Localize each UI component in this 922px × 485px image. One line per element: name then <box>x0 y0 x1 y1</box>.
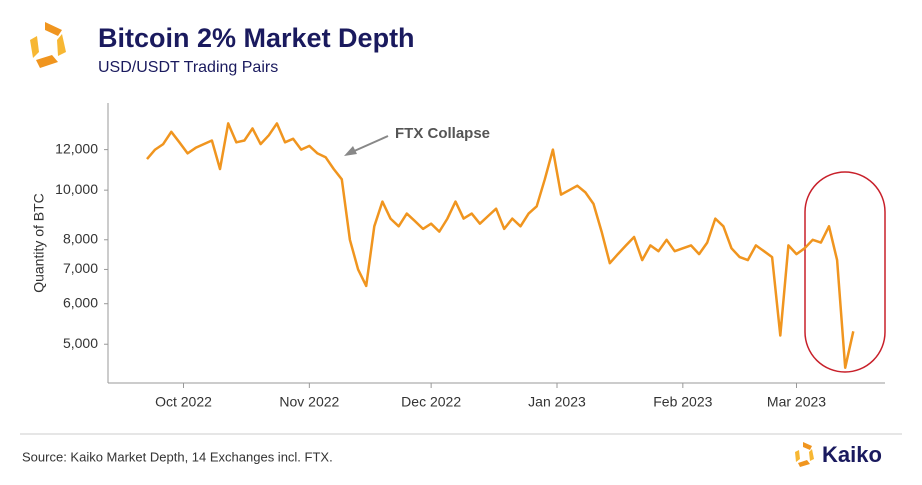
x-tick-label: Feb 2023 <box>653 394 712 410</box>
source: Source: Kaiko Market Depth, 14 Exchanges… <box>22 449 333 464</box>
y-tick-label: 5,000 <box>63 335 98 351</box>
brand-logo <box>795 442 814 467</box>
y-tick-label: 12,000 <box>55 140 98 156</box>
y-tick-label: 7,000 <box>63 260 98 276</box>
annotation-arrow <box>351 135 389 153</box>
logo <box>30 22 66 68</box>
x-tick-label: Oct 2022 <box>155 394 212 410</box>
x-tick-label: Mar 2023 <box>767 394 826 410</box>
annotation: FTX Collapse <box>395 125 490 142</box>
y-tick-label: 10,000 <box>55 181 98 197</box>
y-axis-label: Quantity of BTC <box>31 193 47 293</box>
brand: Kaiko <box>822 442 882 467</box>
data-line <box>146 122 855 369</box>
arrow-head <box>344 146 357 156</box>
chart-subtitle: USD/USDT Trading Pairs <box>98 59 278 76</box>
y-tick-label: 6,000 <box>63 294 98 310</box>
chart-title: Bitcoin 2% Market Depth <box>98 23 415 53</box>
x-tick-label: Jan 2023 <box>528 394 586 410</box>
x-tick-label: Dec 2022 <box>401 394 461 410</box>
x-tick-label: Nov 2022 <box>279 394 339 410</box>
highlight-ellipse <box>804 171 886 373</box>
y-tick-label: 8,000 <box>63 230 98 246</box>
